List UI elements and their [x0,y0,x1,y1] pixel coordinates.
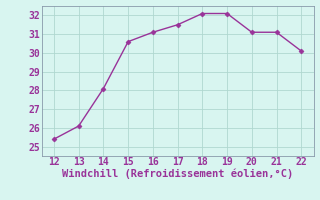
X-axis label: Windchill (Refroidissement éolien,°C): Windchill (Refroidissement éolien,°C) [62,169,293,179]
